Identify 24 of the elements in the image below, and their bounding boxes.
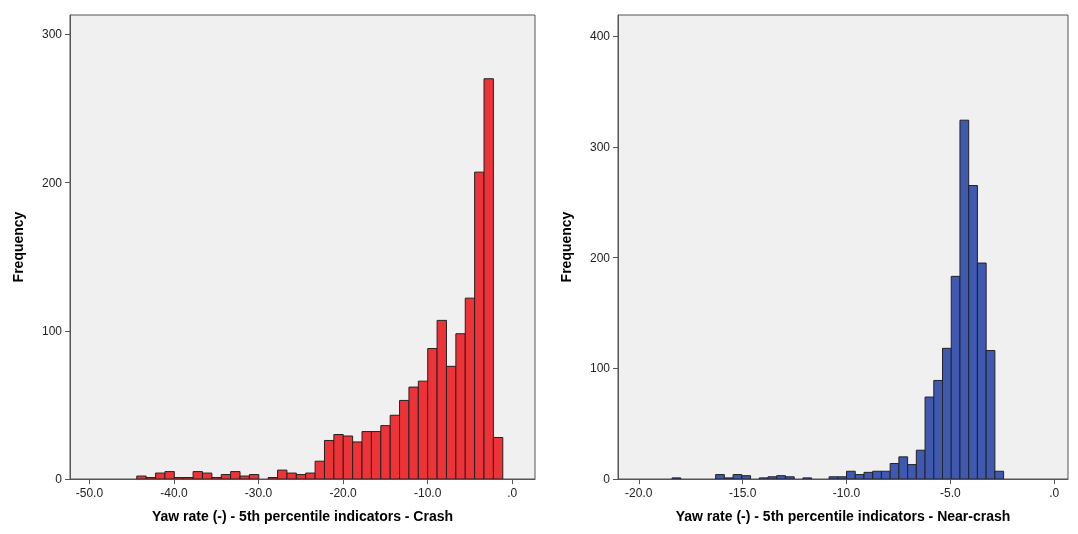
- x-tick-label: .0: [507, 486, 518, 500]
- y-tick-label: 200: [589, 250, 611, 265]
- y-tick-label: 0: [55, 472, 63, 486]
- y-tick-label: 100: [41, 323, 63, 338]
- y-tick-label: 400: [589, 29, 611, 44]
- y-tick-label: 0: [603, 472, 611, 486]
- y-tick-label: 300: [589, 139, 611, 154]
- x-tick-label: -50.0: [75, 486, 104, 500]
- x-axis-title: Yaw rate (-) - 5th percentile indicators - Near-crash: [675, 508, 1011, 524]
- x-tick-label: -15.0: [728, 486, 757, 500]
- y-tick-label: 200: [41, 175, 63, 190]
- y-axis-title: Frequency: [10, 211, 26, 283]
- x-axis-title: Yaw rate (-) - 5th percentile indicators - Crash: [151, 508, 454, 524]
- x-tick-label: .0: [1049, 486, 1060, 500]
- x-tick-label: -20.0: [625, 486, 653, 500]
- x-tick-label: -20.0: [329, 486, 358, 500]
- x-tick-label: -5.0: [940, 486, 962, 500]
- y-axis-title: Frequency: [558, 211, 574, 283]
- x-tick-label: -10.0: [832, 486, 861, 500]
- y-tick-label: 300: [41, 27, 63, 42]
- y-tick-label: 100: [589, 361, 611, 376]
- x-tick-label: -10.0: [413, 486, 442, 500]
- x-tick-label: -40.0: [160, 486, 188, 500]
- x-tick-label: -30.0: [244, 486, 273, 500]
